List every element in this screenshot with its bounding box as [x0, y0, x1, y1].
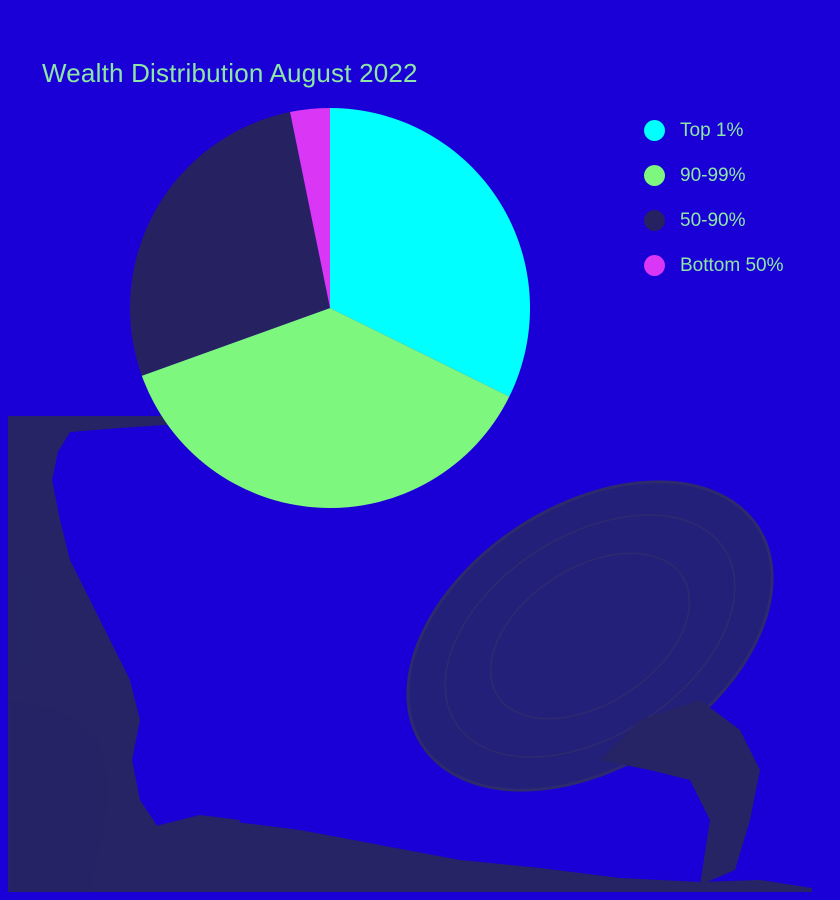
pie-slice-50-90[interactable]: [130, 112, 330, 376]
pie-slice-90-99[interactable]: [141, 308, 510, 509]
legend-item-50-90[interactable]: 50-90%: [644, 198, 784, 243]
legend-item-top-1[interactable]: Top 1%: [644, 108, 784, 153]
pie-slice-bottom-50[interactable]: [290, 108, 330, 308]
legend-item-bottom-50[interactable]: Bottom 50%: [644, 243, 784, 288]
legend-label-top-1: Top 1%: [680, 119, 744, 141]
legend-item-90-99[interactable]: 90-99%: [644, 153, 784, 198]
legend-label-bottom-50: Bottom 50%: [680, 254, 784, 276]
legend-label-50-90: 50-90%: [680, 209, 746, 231]
chart-legend: Top 1% 90-99% 50-90% Bottom 50%: [644, 108, 784, 288]
map-silhouette: [8, 416, 812, 892]
legend-swatch-bottom-50: [644, 255, 665, 276]
legend-swatch-90-99: [644, 165, 665, 186]
satellite-dish-illustration: [406, 480, 812, 892]
legend-swatch-top-1: [644, 120, 665, 141]
pie-slice-top-1[interactable]: [330, 108, 530, 397]
legend-swatch-50-90: [644, 210, 665, 231]
chart-title: Wealth Distribution August 2022: [42, 58, 418, 88]
legend-label-90-99: 90-99%: [680, 164, 746, 186]
pie-chart: [130, 108, 530, 509]
